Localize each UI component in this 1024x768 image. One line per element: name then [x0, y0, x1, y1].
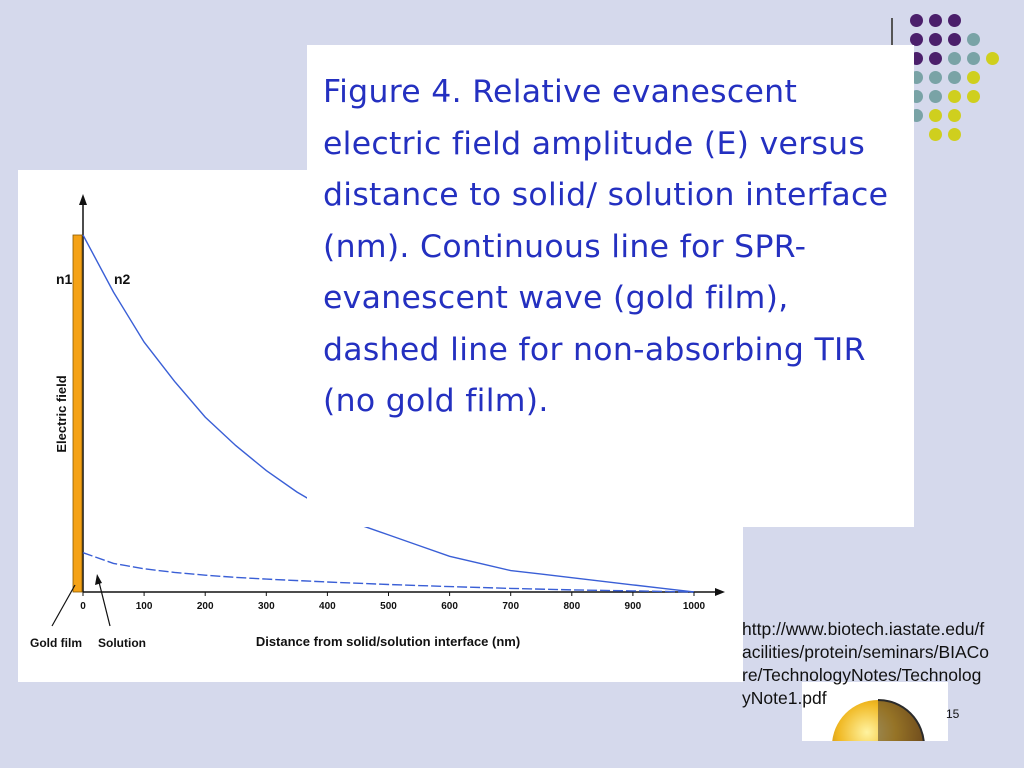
x-axis-label: Distance from solid/solution interface (… [256, 634, 520, 649]
chart-marks [72, 234, 695, 593]
decorative-dot [929, 109, 942, 122]
x-tick-label: 600 [441, 601, 458, 612]
y-axis-label: Electric field [54, 375, 69, 452]
decorative-dot [986, 52, 999, 65]
y-axis-arrow [79, 194, 87, 205]
x-tick-label: 900 [625, 601, 642, 612]
gold-film-pointer [51, 584, 76, 627]
decorative-dot [910, 14, 923, 27]
decorative-dot [929, 14, 942, 27]
chart-axes [79, 194, 725, 596]
x-tick-label: 500 [380, 601, 397, 612]
figure-caption-box: Figure 4. Relative evanescent electric f… [307, 45, 914, 527]
series-line-2 [82, 552, 695, 593]
decorative-dot [929, 128, 942, 141]
source-url-link[interactable]: http://www.biotech.iastate.edu/facilitie… [742, 619, 990, 708]
x-tick-label: 200 [197, 601, 214, 612]
decorative-dot [948, 71, 961, 84]
solution-label: Solution [98, 636, 146, 650]
decorative-dot [929, 71, 942, 84]
solution-pointer [97, 577, 111, 627]
decorative-dot [967, 33, 980, 46]
title-divider-line [891, 18, 893, 46]
electric-field-chart: 0 100 200 300 400 500 600 700 800 900 1000 Distanc… [30, 194, 725, 650]
decorative-dot [948, 14, 961, 27]
n2-label: n2 [114, 271, 131, 287]
n1-label: n1 [56, 271, 73, 287]
x-tick-label: 300 [258, 601, 275, 612]
slide-page-number: 15 [946, 707, 960, 721]
x-axis-arrow [715, 588, 725, 596]
decorative-dot [948, 33, 961, 46]
x-tick-label: 400 [319, 601, 336, 612]
decorative-dot [948, 90, 961, 103]
solution-pointer-head [95, 574, 102, 585]
x-tick-label: 700 [502, 601, 519, 612]
decorative-dot [948, 109, 961, 122]
decorative-dot [967, 90, 980, 103]
decorative-dot [948, 52, 961, 65]
gold-film-label: Gold film [30, 636, 82, 650]
chart-labels: Distance from solid/solution interface (… [30, 271, 520, 650]
decorative-dot [929, 52, 942, 65]
logo-box [802, 682, 948, 741]
decorative-dot [910, 33, 923, 46]
figure-caption: Figure 4. Relative evanescent electric f… [323, 74, 889, 419]
decorative-dot [967, 71, 980, 84]
x-tick-label: 800 [563, 601, 580, 612]
x-tick-label: 100 [136, 601, 153, 612]
decorative-dot [929, 33, 942, 46]
gold-film-bar [72, 234, 83, 593]
x-tick-label: 1000 [683, 601, 706, 612]
decorative-dot-grid [910, 14, 1010, 144]
chart-ticks: 0 100 200 300 400 500 600 700 800 900 1000 [80, 592, 706, 612]
decorative-dot [967, 52, 980, 65]
gold-sphere-icon [832, 699, 925, 741]
decorative-dot [948, 128, 961, 141]
x-tick-label: 0 [80, 601, 86, 612]
series-line-1 [82, 234, 695, 593]
decorative-dot [929, 90, 942, 103]
